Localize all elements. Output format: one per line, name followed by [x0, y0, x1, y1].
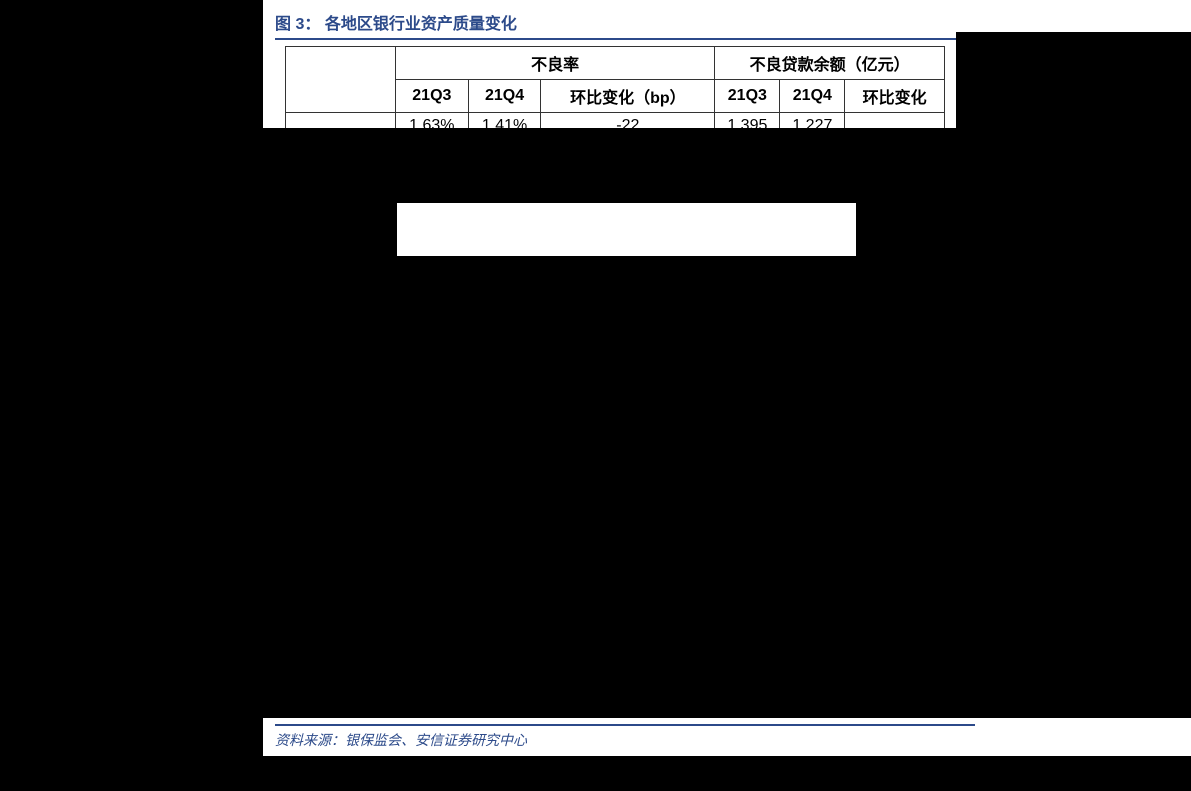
- redaction-block: [263, 756, 1191, 791]
- table-subheader-bal-21q3: 21Q3: [715, 80, 780, 113]
- redaction-block: [397, 128, 1191, 203]
- figure-title-row: 图 3： 各地区银行业资产质量变化: [275, 10, 975, 40]
- table-subheader-bal-delta: 环比变化: [845, 80, 945, 113]
- figure-footer: 资料来源：银保监会、安信证券研究中心: [275, 718, 975, 750]
- redaction-block: [0, 0, 263, 791]
- redaction-block: [397, 256, 1191, 718]
- redaction-block: [856, 203, 1191, 256]
- figure-source: 资料来源：银保监会、安信证券研究中心: [275, 724, 975, 750]
- asset-quality-table: 不良率 不良贷款余额（亿元） 21Q3 21Q4 环比变化（bp） 21Q3 2…: [285, 46, 945, 140]
- table-subheader-npl-delta: 环比变化（bp）: [541, 80, 715, 113]
- table-header-npl-rate: 不良率: [396, 47, 715, 80]
- table-subheader-npl-21q4: 21Q4: [468, 80, 541, 113]
- figure-title: 各地区银行业资产质量变化: [325, 16, 517, 33]
- table-header-npl-balance: 不良贷款余额（亿元）: [715, 47, 945, 80]
- table-subheader-npl-21q3: 21Q3: [396, 80, 469, 113]
- figure-container: 图 3： 各地区银行业资产质量变化 不良率 不良贷款余额（亿元） 21Q3 21…: [275, 10, 975, 140]
- table-header-row-1: 不良率 不良贷款余额（亿元）: [286, 47, 945, 80]
- figure-label: 图 3：: [275, 16, 320, 33]
- redaction-block: [956, 32, 1191, 128]
- table-header-empty: [286, 47, 396, 113]
- redaction-block: [263, 128, 397, 718]
- table-subheader-bal-21q4: 21Q4: [780, 80, 845, 113]
